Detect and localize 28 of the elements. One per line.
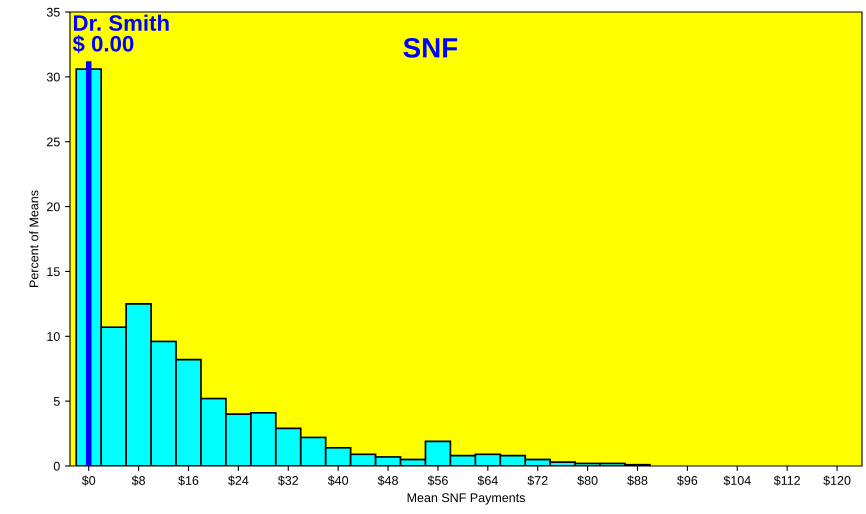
text: SNF: [403, 38, 458, 58]
y-axis-title: Percent of Means: [29, 190, 38, 287]
x-tick-label: $0: [82, 476, 96, 486]
x-tick-label: $96: [677, 476, 698, 486]
y-tick-label: 35: [46, 8, 60, 17]
x-tick-label: $104: [724, 476, 751, 486]
x-tick-label: $80: [577, 476, 598, 486]
y-tick-label: 10: [47, 332, 60, 341]
y-tick-label: 30: [46, 72, 60, 82]
y-tick-label: 5: [54, 397, 60, 406]
x-tick-label: $8: [132, 476, 146, 486]
x-tick-label: $56: [428, 476, 448, 486]
x-tick-label: $88: [627, 476, 648, 486]
y-tick-label: 25: [47, 138, 60, 146]
x-tick-label: $16: [178, 476, 198, 486]
x-tick-label: $32: [278, 476, 298, 486]
x-tick-label: $112: [774, 476, 800, 486]
y-tick-label: 15: [47, 267, 60, 276]
x-tick-label: $24: [228, 476, 248, 486]
x-tick-label: $40: [328, 476, 348, 486]
y-tick-label: 0: [54, 462, 60, 471]
y-tick-label: 20: [47, 202, 60, 212]
x-tick-label: $48: [378, 476, 398, 486]
x-tick-label: $72: [527, 476, 548, 486]
x-tick-label: $64: [478, 476, 498, 486]
x-tick-label: $120: [823, 476, 850, 486]
ref-line-label: Dr. Smith $ 0.00: [72, 14, 169, 54]
x-axis-title: Mean SNF Payments: [408, 493, 525, 505]
